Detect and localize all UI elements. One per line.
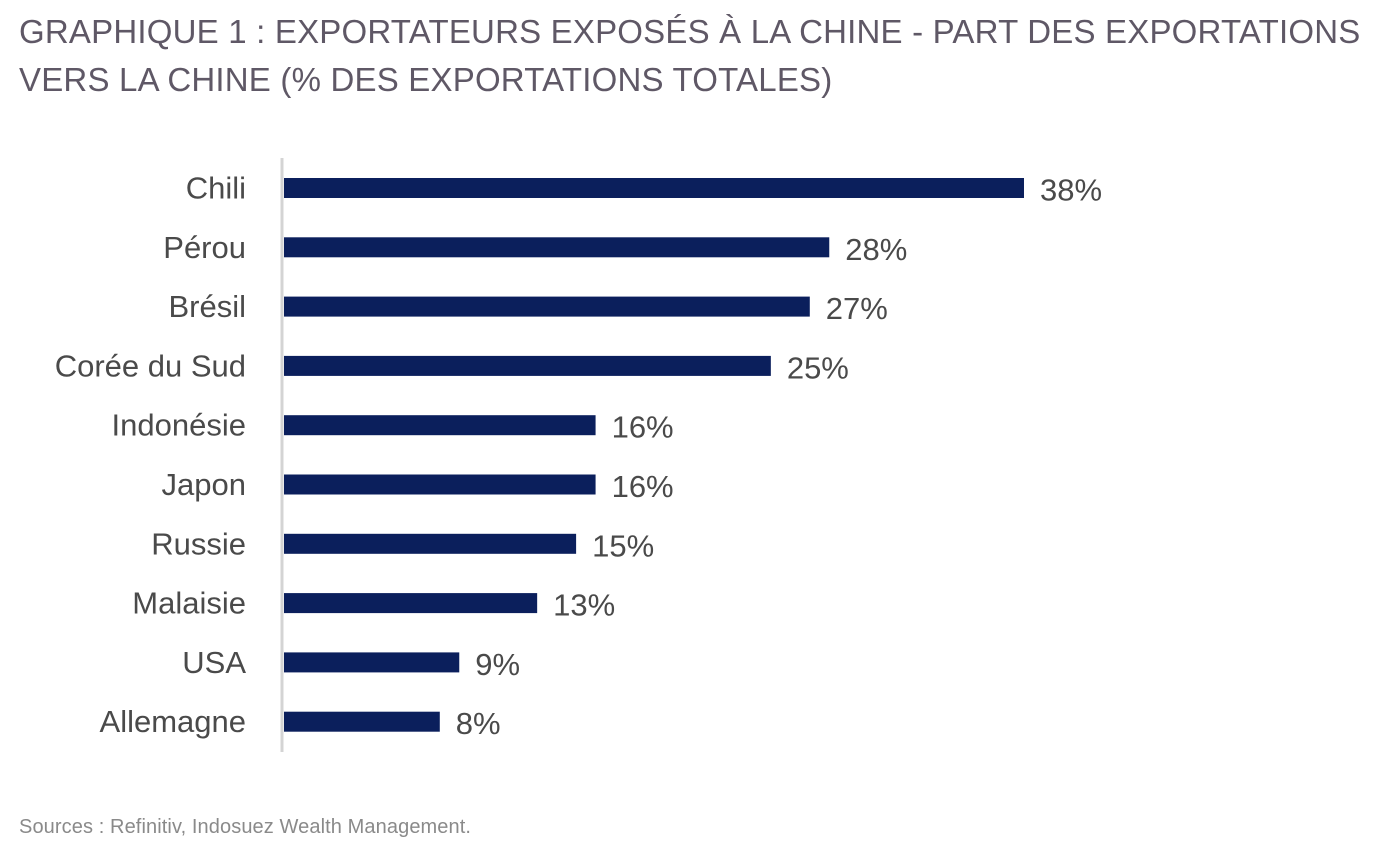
category-label: Pérou (163, 230, 246, 265)
data-label: 13% (553, 588, 615, 623)
data-label: 8% (456, 706, 501, 741)
bar (284, 415, 596, 436)
data-label: 15% (592, 528, 654, 563)
bar (284, 711, 440, 732)
data-label: 9% (475, 647, 520, 682)
bars-layer: Chili 38% Pérou 28% Brésil 27% Corée du Sud 25%… (55, 171, 1102, 742)
data-label: 16% (612, 410, 674, 445)
category-label: Chili (186, 171, 246, 206)
bar (284, 296, 810, 317)
bar (284, 652, 460, 673)
data-label: 27% (826, 291, 888, 326)
bar (284, 237, 830, 258)
category-label: Indonésie (112, 408, 246, 443)
category-label: Malaisie (132, 586, 246, 621)
data-label: 25% (787, 350, 849, 385)
source-note: Sources : Refinitiv, Indosuez Wealth Man… (19, 816, 472, 838)
data-label: 28% (845, 232, 907, 267)
bar (284, 533, 577, 554)
bar (284, 355, 771, 376)
bar (284, 593, 538, 614)
category-label: Japon (162, 467, 246, 502)
bar (284, 474, 596, 495)
data-label: 38% (1040, 173, 1102, 208)
bar (284, 178, 1024, 198)
category-label: Allemagne (100, 704, 246, 739)
data-label: 16% (612, 469, 674, 504)
category-label: Brésil (168, 289, 246, 324)
category-label: Russie (151, 526, 246, 561)
chart-title: GRAPHIQUE 1 : EXPORTATEURS EXPOSÉS À LA … (19, 13, 1361, 98)
category-label: USA (182, 645, 246, 680)
category-label: Corée du Sud (55, 348, 246, 383)
